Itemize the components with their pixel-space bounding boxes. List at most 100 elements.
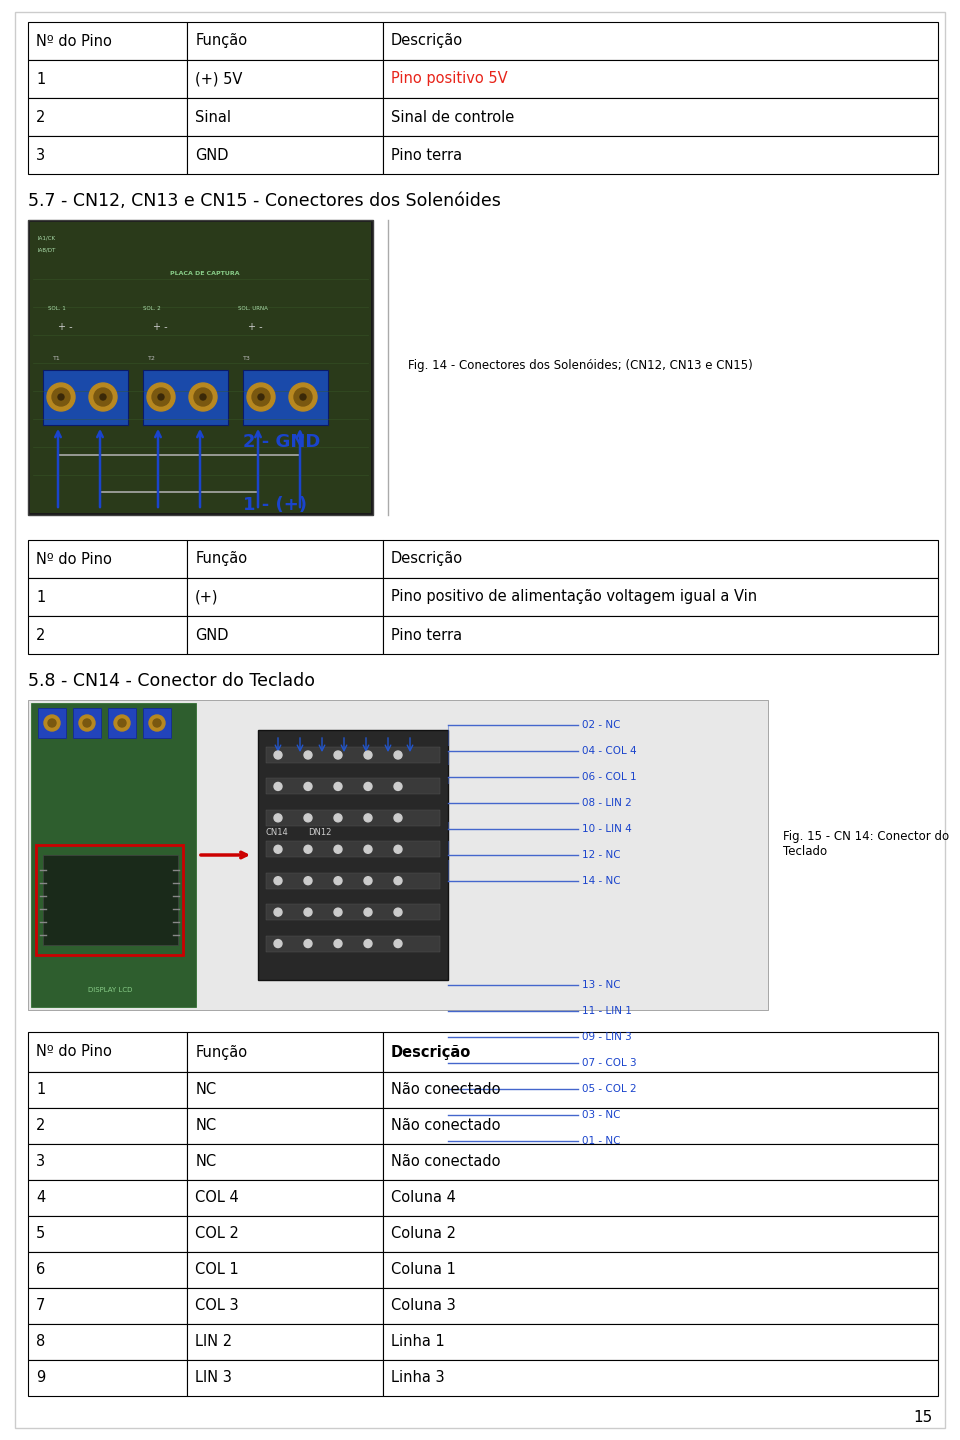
Bar: [28, 220, 373, 516]
Bar: [187, 1107, 383, 1143]
Text: 07 - COL 3: 07 - COL 3: [582, 1058, 636, 1068]
Circle shape: [189, 383, 217, 410]
Text: 10 - LIN 4: 10 - LIN 4: [582, 824, 632, 834]
Bar: [73, 708, 101, 737]
Bar: [383, 1179, 938, 1215]
Text: 2: 2: [36, 1119, 45, 1133]
Text: GND: GND: [195, 628, 228, 642]
Bar: [38, 708, 66, 737]
Circle shape: [304, 752, 312, 759]
Circle shape: [48, 719, 56, 727]
Circle shape: [274, 877, 282, 884]
Bar: [28, 1032, 187, 1071]
Text: Nº do Pino: Nº do Pino: [36, 552, 112, 566]
Bar: [28, 1287, 187, 1323]
Bar: [383, 1215, 938, 1251]
Bar: [28, 540, 187, 577]
Bar: [383, 60, 938, 98]
Circle shape: [364, 814, 372, 822]
Bar: [31, 703, 196, 1007]
Bar: [28, 1107, 187, 1143]
Bar: [266, 904, 440, 920]
Bar: [28, 1143, 187, 1179]
Text: Descrição: Descrição: [391, 1044, 471, 1060]
Bar: [266, 841, 440, 857]
Circle shape: [394, 877, 402, 884]
Circle shape: [83, 719, 91, 727]
Bar: [187, 1071, 383, 1107]
Text: 1: 1: [36, 1083, 45, 1097]
Text: 12 - NC: 12 - NC: [582, 850, 620, 860]
Text: Coluna 1: Coluna 1: [391, 1263, 456, 1277]
Text: Pino terra: Pino terra: [391, 628, 462, 642]
Bar: [383, 540, 938, 577]
Bar: [28, 135, 187, 174]
Text: Não conectado: Não conectado: [391, 1083, 500, 1097]
Text: Coluna 4: Coluna 4: [391, 1191, 456, 1205]
Circle shape: [334, 752, 342, 759]
Bar: [187, 1287, 383, 1323]
Circle shape: [364, 752, 372, 759]
Circle shape: [274, 909, 282, 916]
Bar: [383, 1107, 938, 1143]
Bar: [266, 779, 440, 795]
Bar: [383, 577, 938, 616]
Circle shape: [118, 719, 126, 727]
Circle shape: [364, 909, 372, 916]
Text: Pino positivo de alimentação voltagem igual a Vin: Pino positivo de alimentação voltagem ig…: [391, 589, 757, 605]
Bar: [28, 22, 187, 60]
Text: Descrição: Descrição: [391, 552, 463, 566]
Text: 5: 5: [36, 1227, 45, 1241]
Bar: [28, 1215, 187, 1251]
Text: Linha 1: Linha 1: [391, 1335, 444, 1349]
Circle shape: [300, 395, 306, 400]
Circle shape: [394, 782, 402, 791]
Bar: [383, 1032, 938, 1071]
Text: IA1/CK: IA1/CK: [38, 236, 56, 240]
Text: (+): (+): [195, 589, 219, 605]
Bar: [187, 135, 383, 174]
Text: Sinal de controle: Sinal de controle: [391, 109, 515, 124]
Bar: [28, 1179, 187, 1215]
Text: 02 - NC: 02 - NC: [582, 720, 620, 730]
Text: COL 4: COL 4: [195, 1191, 239, 1205]
Text: 3: 3: [36, 147, 45, 163]
Text: PLACA DE CAPTURA: PLACA DE CAPTURA: [170, 271, 240, 276]
Bar: [143, 708, 171, 737]
Bar: [266, 873, 440, 888]
Text: + -: + -: [153, 323, 168, 333]
Circle shape: [100, 395, 106, 400]
Text: 09 - LIN 3: 09 - LIN 3: [582, 1032, 632, 1043]
Text: Não conectado: Não conectado: [391, 1119, 500, 1133]
Text: + -: + -: [58, 323, 73, 333]
Bar: [28, 1071, 187, 1107]
Text: GND: GND: [195, 147, 228, 163]
Text: 08 - LIN 2: 08 - LIN 2: [582, 798, 632, 808]
Text: Função: Função: [195, 552, 248, 566]
Bar: [187, 1359, 383, 1395]
Text: Função: Função: [195, 33, 248, 49]
Bar: [187, 1143, 383, 1179]
Text: 15: 15: [914, 1411, 933, 1426]
Text: 5.8 - CN14 - Conector do Teclado: 5.8 - CN14 - Conector do Teclado: [28, 672, 315, 690]
Text: Nº do Pino: Nº do Pino: [36, 1044, 112, 1060]
Text: T1: T1: [53, 356, 60, 361]
Bar: [28, 577, 187, 616]
Text: DISPLAY LCD: DISPLAY LCD: [87, 986, 132, 994]
Text: 01 - NC: 01 - NC: [582, 1136, 620, 1146]
Bar: [187, 1251, 383, 1287]
Circle shape: [364, 782, 372, 791]
Circle shape: [252, 387, 270, 406]
Bar: [43, 855, 178, 945]
Text: LIN 2: LIN 2: [195, 1335, 232, 1349]
Circle shape: [334, 939, 342, 948]
Circle shape: [334, 909, 342, 916]
Bar: [108, 708, 136, 737]
Bar: [143, 370, 228, 425]
Bar: [187, 577, 383, 616]
Bar: [30, 222, 371, 513]
Circle shape: [147, 383, 175, 410]
Bar: [383, 616, 938, 654]
Bar: [187, 1323, 383, 1359]
Circle shape: [304, 939, 312, 948]
